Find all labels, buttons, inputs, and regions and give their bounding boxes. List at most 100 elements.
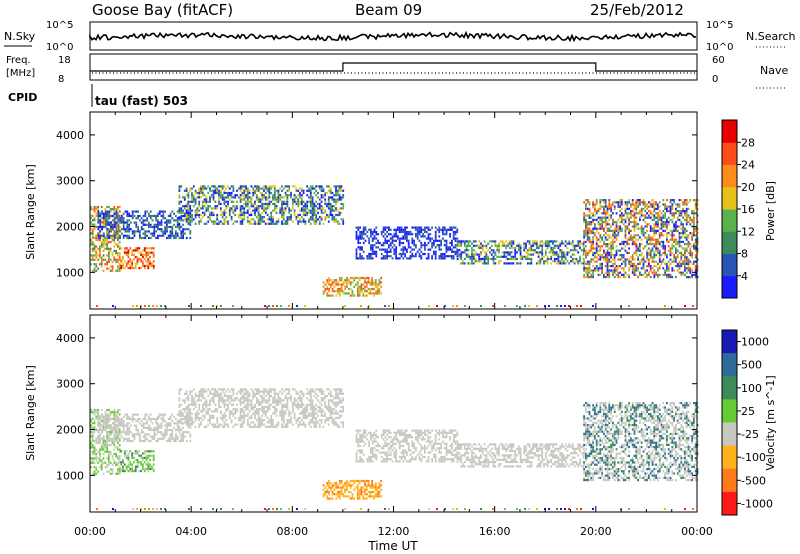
- data-cell: [438, 257, 441, 260]
- data-cell: [152, 467, 155, 470]
- data-cell: [667, 210, 670, 213]
- data-cell: [687, 262, 690, 265]
- data-cell: [118, 269, 121, 272]
- data-cell: [633, 234, 636, 237]
- data-cell: [642, 229, 645, 232]
- data-cell: [300, 216, 303, 219]
- data-cell: [104, 238, 107, 242]
- data-cell: [579, 260, 581, 263]
- data-cell: [146, 223, 148, 226]
- data-cell: [525, 251, 527, 254]
- data-cell: [144, 426, 147, 429]
- data-cell: [371, 287, 374, 291]
- data-cell: [126, 433, 129, 436]
- data-cell: [684, 218, 686, 221]
- data-cell: [364, 285, 366, 288]
- data-cell: [102, 269, 105, 272]
- data-cell: [546, 262, 549, 265]
- data-cell: [207, 423, 210, 426]
- data-cell: [601, 227, 603, 230]
- data-cell: [127, 253, 130, 256]
- data-cell: [268, 202, 271, 206]
- data-cell: [407, 246, 410, 249]
- data-cell: [117, 230, 119, 233]
- data-cell: [678, 212, 681, 215]
- data-cell: [178, 202, 181, 206]
- data-cell: [102, 254, 105, 257]
- data-cell: [669, 251, 672, 254]
- data-cell: [386, 255, 388, 258]
- data-cell: [111, 265, 114, 268]
- data-cell: [286, 205, 289, 208]
- data-cell: [673, 216, 675, 219]
- data-cell: [380, 230, 383, 234]
- data-cell: [649, 249, 652, 252]
- data-cell: [115, 424, 118, 427]
- data-cell: [682, 210, 684, 213]
- data-cell: [590, 276, 593, 279]
- data-cell: [178, 216, 181, 219]
- data-cell: [100, 205, 103, 209]
- data-cell: [223, 211, 226, 214]
- data-cell: [684, 247, 686, 250]
- data-cell: [146, 422, 148, 425]
- data-cell: [452, 235, 455, 238]
- data-cell: [175, 428, 177, 432]
- data-cell: [371, 276, 374, 280]
- data-cell: [118, 472, 121, 475]
- data-cell: [95, 269, 98, 272]
- data-cell: [608, 227, 611, 230]
- data-cell: [320, 216, 323, 219]
- data-cell: [223, 209, 226, 212]
- data-cell: [619, 205, 621, 208]
- data-cell: [147, 262, 150, 265]
- data-cell: [451, 239, 453, 242]
- data-cell: [178, 399, 181, 402]
- data-cell: [342, 222, 345, 225]
- data-cell: [243, 207, 246, 210]
- data-cell: [149, 450, 151, 453]
- data-cell: [318, 222, 321, 225]
- data-cell: [622, 269, 625, 272]
- data-cell: [95, 263, 98, 266]
- data-cell: [682, 229, 684, 232]
- data-cell: [664, 305, 666, 307]
- data-cell: [610, 216, 612, 219]
- data-cell: [259, 205, 262, 208]
- data-cell: [388, 244, 390, 247]
- data-cell: [147, 465, 150, 468]
- data-cell: [198, 196, 201, 199]
- data-cell: [266, 198, 269, 201]
- data-cell: [308, 187, 310, 190]
- data-cell: [203, 408, 206, 411]
- data-cell: [384, 255, 387, 258]
- data-cell: [273, 209, 276, 212]
- data-cell: [371, 246, 374, 249]
- data-cell: [619, 227, 621, 230]
- data-cell: [126, 210, 129, 213]
- data-cell: [624, 203, 627, 206]
- data-cell: [223, 189, 226, 192]
- data-cell: [592, 238, 594, 241]
- data-cell: [590, 247, 593, 250]
- data-cell: [328, 287, 330, 291]
- data-cell: [129, 267, 132, 270]
- data-cell: [201, 211, 204, 214]
- data-cell: [248, 200, 251, 203]
- data-cell: [371, 279, 374, 282]
- data-cell: [622, 247, 625, 250]
- data-cell: [324, 194, 327, 197]
- data-cell: [630, 229, 632, 232]
- data-cell: [633, 267, 636, 270]
- data-cell: [635, 251, 638, 254]
- data-cell: [671, 245, 674, 248]
- data-cell: [678, 267, 681, 270]
- data-cell: [91, 461, 94, 464]
- data-cell: [209, 198, 211, 201]
- data-cell: [376, 292, 379, 295]
- data-cell: [639, 210, 641, 213]
- data-cell: [675, 225, 677, 228]
- data-cell: [188, 305, 190, 307]
- data-cell: [344, 292, 347, 295]
- data-cell: [440, 244, 442, 247]
